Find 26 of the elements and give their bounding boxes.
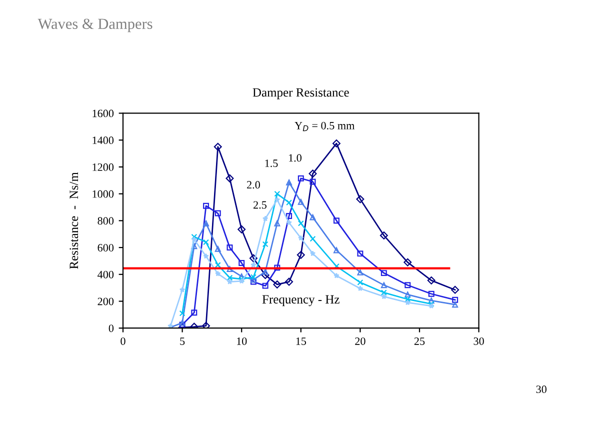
x-tick-label: 5 [180, 338, 185, 345]
y-tick-label: 1600 [92, 110, 114, 118]
x-tick-label: 0 [120, 337, 126, 345]
series-label: 2.0 [247, 181, 260, 189]
x-tick-label: 15 [296, 338, 306, 345]
x-tick-label: 20 [355, 337, 366, 345]
text: 30 [536, 386, 546, 394]
y-tick-label: 1200 [92, 163, 114, 171]
text: Waves & Dampers [38, 18, 152, 32]
x-tick-label: 25 [414, 337, 425, 345]
x-tick-label: 30 [474, 337, 484, 345]
y-tick-label: 800 [98, 217, 114, 225]
y-tick-label: 400 [98, 270, 114, 278]
y-tick-label: 200 [98, 298, 114, 306]
y-tick-label: 1000 [92, 190, 114, 198]
y-axis-title: Resistance - Ns/m [70, 172, 78, 269]
chart-title: Damper Resistance [252, 88, 349, 100]
y-tick-label: 600 [98, 244, 114, 252]
series-label: 1.5 [265, 160, 278, 168]
y-tick-label: 0 [108, 324, 114, 332]
series-label: 2.5 [254, 201, 266, 209]
y-tick-label: 1400 [92, 136, 114, 144]
series-label: 1.0 [289, 154, 302, 162]
x-tick-label: 10 [237, 337, 247, 345]
x-axis-title: Frequency - Hz [262, 295, 340, 306]
series-label: Y$_{D}$ = 0.5 mm [294, 122, 355, 132]
